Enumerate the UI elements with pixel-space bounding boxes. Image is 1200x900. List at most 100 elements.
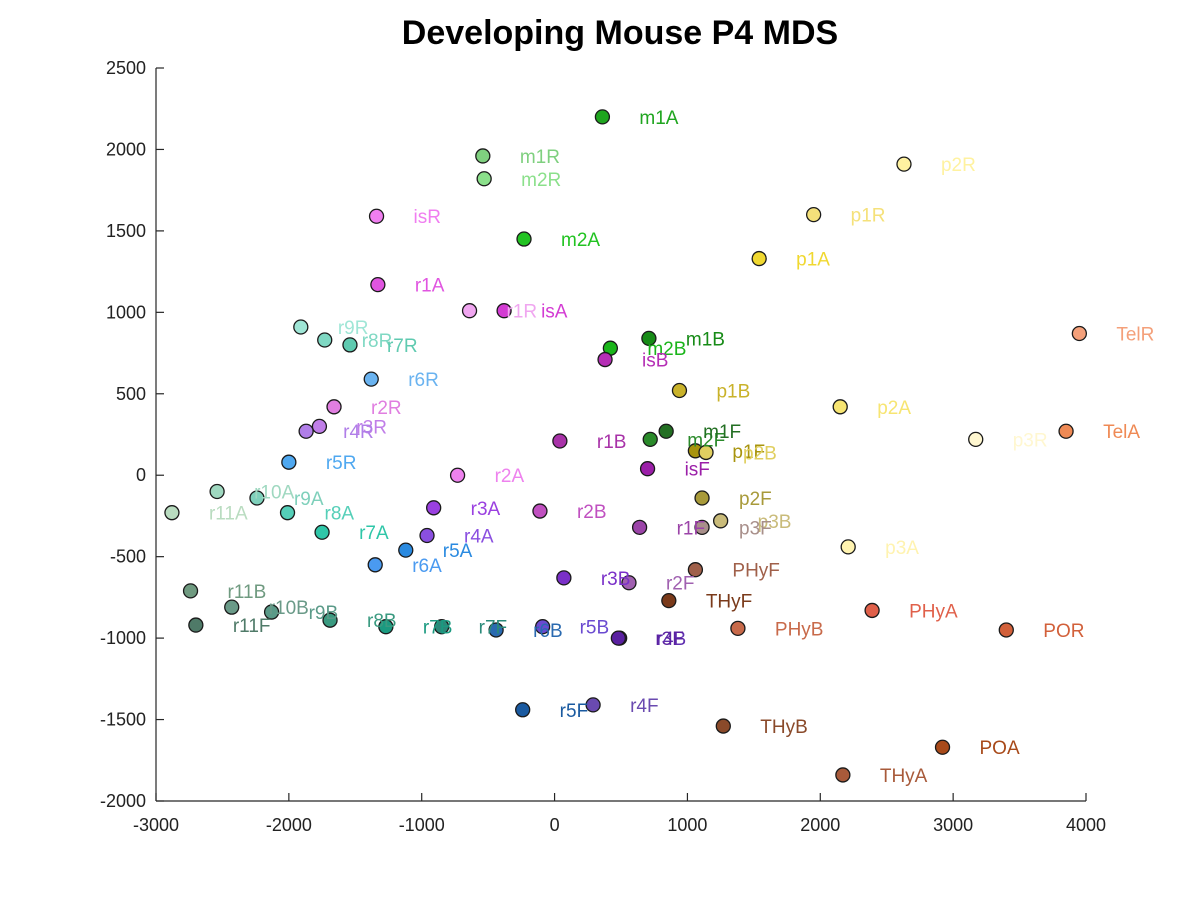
data-label-r10A: r10A [254,483,294,504]
data-point-r4R [298,423,314,439]
data-label-r7B: r7B [423,618,453,639]
data-label-p2R: p2R [941,155,976,176]
data-points [164,109,1088,783]
data-label-r2A: r2A [495,466,525,487]
data-label-r2B: r2B [577,502,607,523]
data-label-isF: isF [685,460,710,481]
data-point-TelA [1058,423,1074,439]
data-point-THyA [835,767,851,783]
data-label-r5R: r5R [326,453,357,474]
data-label-m1B: m1B [686,329,725,350]
data-point-p1B [671,382,688,399]
data-label-isA: isA [541,302,568,323]
data-label-PHyF: PHyF [732,561,780,582]
data-point-r6A [367,557,383,573]
data-point-r11B [182,583,199,599]
data-point-r2F [621,575,637,591]
data-label-POA: POA [980,738,1020,759]
data-point-r2A [449,467,466,483]
data-label-p1R: p1R [851,206,886,227]
data-point-p1A [751,250,767,267]
data-label-r3A: r3A [471,499,501,520]
data-label-r4R: r4R [343,422,374,443]
data-label-POR: POR [1043,621,1084,642]
data-point-THyB [715,718,731,734]
data-point-r9A [249,490,265,506]
data-label-r7F: r7F [479,618,508,639]
data-point-r6B [488,622,504,638]
data-label-r6R: r6R [408,370,439,391]
data-point-PHyA [864,602,880,619]
data-label-m2R: m2R [521,170,561,191]
data-point-isR [368,208,385,224]
data-point-m2F [642,431,658,448]
data-label-r3R: r3R [356,417,387,438]
data-label-r9R: r9R [338,318,369,339]
data-point-p2F [694,490,710,506]
data-point-PHyF [687,562,704,578]
data-point-r8A [279,505,296,521]
data-label-m2B: m2B [647,339,686,360]
data-point-p2B [698,444,714,461]
data-point-r2B [532,503,548,519]
data-label-r1F: r1F [677,518,706,539]
y-tick-label: 2000 [106,139,146,159]
data-label-r2R: r2R [371,398,402,419]
chart-title: Developing Mouse P4 MDS [401,14,839,52]
data-point-m1A [594,109,611,125]
data-label-r4F: r4F [630,696,659,717]
data-point-r10B [224,599,240,615]
data-label-p2A: p2A [877,398,911,419]
data-label-r11A: r11A [209,504,248,525]
data-label-THyA: THyA [880,766,928,787]
data-label-p3R: p3R [1013,430,1048,451]
data-point-r8R [317,332,333,348]
data-label-r4B: r4B [657,629,687,650]
data-point-r7R [342,337,358,353]
data-point-r3B [556,570,572,586]
data-label-r6B: r6B [533,621,563,642]
data-label-r1B: r1B [597,432,627,453]
y-tick-label: 1500 [106,221,146,241]
data-point-r7B [378,619,394,635]
data-point-r3A [426,500,442,516]
data-point-r9B [263,604,280,620]
data-label-isB: isB [642,351,668,372]
data-point-p3R [968,431,984,448]
data-point-r1B [552,433,568,449]
data-label-r3B: r3B [601,569,631,590]
data-label-r1A: r1A [415,276,445,297]
x-tick-label: 4000 [1066,815,1106,835]
y-tick-label: 1000 [106,302,146,322]
data-label-m1A: m1A [639,108,678,129]
data-label-p2F: p2F [739,489,772,510]
data-point-m1R [475,148,491,164]
data-point-POR [998,622,1014,638]
data-label-r1R: r1R [507,302,538,323]
data-point-r4A [419,527,435,544]
y-tick-label: -1000 [100,628,146,648]
y-tick-label: 0 [136,465,146,485]
data-label-r10B: r10B [269,598,309,619]
x-tick-label: -1000 [399,815,445,835]
data-point-PHyB [730,620,746,636]
data-label-r4A: r4A [464,526,494,547]
data-point-isB [597,351,613,368]
data-label-p2B: p2B [743,443,777,464]
data-label-THyF: THyF [706,592,752,613]
y-tick-label: 500 [116,384,146,404]
data-point-r7A [314,524,330,540]
data-point-p2A [832,399,848,415]
data-point-p2R [896,156,912,172]
data-point-p3F [694,519,710,535]
data-label-r11F: r11F [233,616,271,637]
data-label-p3F: p3F [739,518,772,539]
data-label-TelA: TelA [1103,422,1140,443]
data-label-r5A: r5A [443,541,473,562]
data-label-r8B: r8B [367,611,397,632]
x-tick-label: 1000 [667,815,707,835]
data-label-PHyA: PHyA [909,601,958,622]
data-label-p1F: p1F [732,442,765,463]
x-tick-label: -2000 [266,815,312,835]
